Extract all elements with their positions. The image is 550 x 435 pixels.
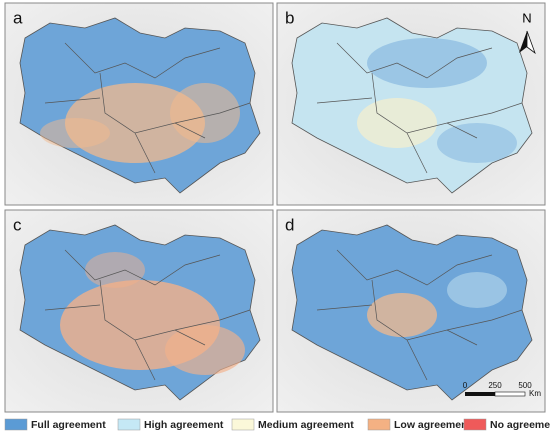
panel-label: c — [13, 215, 22, 234]
north-arrow: N — [519, 10, 536, 55]
legend-label: No agreement — [490, 419, 550, 431]
panel-label: d — [285, 215, 294, 234]
legend-swatch — [367, 418, 391, 431]
legend-swatch — [4, 418, 28, 431]
scale-tick: 250 — [488, 381, 502, 390]
legend: Full agreement High agreement Medium agree… — [4, 418, 550, 431]
map-panel: d 0 250 500 Km — [276, 209, 546, 413]
legend-label: High agreement — [144, 419, 224, 431]
map-panel: a — [4, 2, 274, 206]
legend-label: Full agreement — [31, 419, 106, 431]
map-panel: b N — [276, 2, 546, 206]
panel-label: b — [285, 8, 294, 27]
scale-bar: 0 250 500 Km — [463, 381, 542, 398]
panel-label: a — [13, 8, 23, 27]
legend-swatch — [463, 418, 487, 431]
legend-label: Low agreement — [394, 419, 472, 431]
legend-swatch — [231, 418, 255, 431]
north-label: N — [522, 10, 531, 25]
legend-label: Medium agreement — [258, 419, 354, 431]
scale-tick: 500 — [518, 381, 532, 390]
scale-unit: Km — [529, 389, 541, 398]
legend-swatch — [117, 418, 141, 431]
map-panel: c — [4, 209, 274, 413]
scale-tick: 0 — [463, 381, 468, 390]
